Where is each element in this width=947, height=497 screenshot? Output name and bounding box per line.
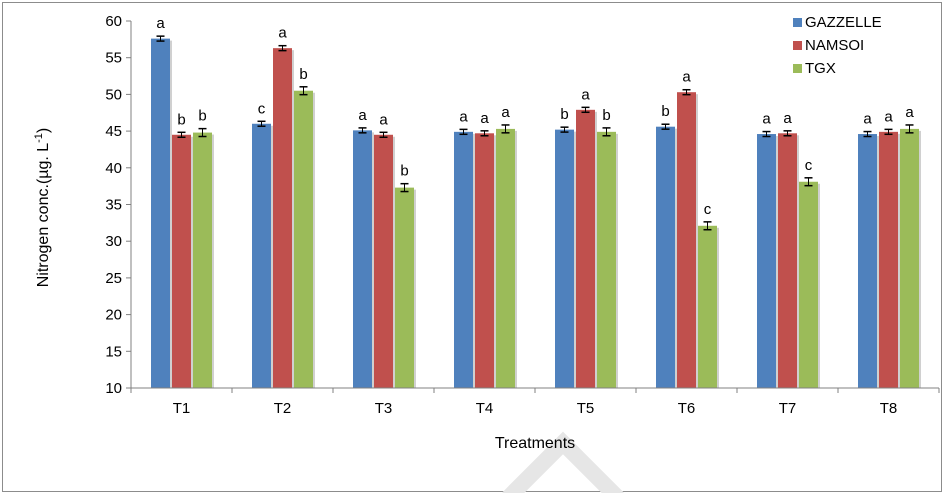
- bar-namsoi-t1: [172, 134, 191, 388]
- significance-letter: b: [602, 107, 610, 124]
- significance-letter: a: [581, 86, 590, 103]
- legend-swatch-tgx: [793, 64, 802, 73]
- bar-tgx-t7: [799, 181, 818, 388]
- bar-tgx-t1: [193, 132, 212, 388]
- y-tick-label: 45: [105, 123, 122, 140]
- significance-letter: a: [480, 110, 489, 127]
- bar-gazzelle-t1: [151, 38, 170, 389]
- bar-gazzelle-t8: [858, 134, 877, 388]
- significance-letter: b: [661, 103, 669, 120]
- significance-letter: a: [379, 111, 388, 128]
- bar-tgx-t4: [496, 128, 515, 388]
- significance-letter: a: [762, 111, 771, 128]
- bar-gazzelle-t5: [555, 129, 574, 388]
- bars-layer: [151, 38, 921, 389]
- bar-namsoi-t8: [879, 131, 898, 389]
- x-axis-title: Treatments: [495, 435, 575, 452]
- y-axis-ticks: 10 15 20 25 30 35 40 45 50 55 60: [105, 13, 131, 397]
- significance-letter: a: [358, 107, 367, 124]
- y-tick-label: 60: [105, 13, 122, 30]
- bar-gazzelle-t6: [656, 126, 675, 389]
- bar-tgx-t8: [900, 128, 919, 388]
- y-axis-title-close: ): [35, 128, 52, 133]
- x-axis-ticks: T1 T2 T3 T4 T5 T6 T7 T8: [130, 388, 940, 417]
- bar-namsoi-t2: [273, 48, 292, 389]
- significance-letter: c: [704, 201, 712, 218]
- x-tick-label: T8: [880, 400, 898, 417]
- x-tick-label: T6: [678, 400, 696, 417]
- legend-swatch-namsoi: [793, 41, 802, 50]
- legend: GAZZELLE NAMSOI TGX: [793, 14, 882, 77]
- significance-letter: b: [560, 106, 568, 123]
- bar-tgx-t6: [698, 225, 717, 388]
- error-bars-layer: [156, 35, 914, 231]
- bar-gazzelle-t7: [757, 134, 776, 388]
- x-tick-label: T7: [779, 400, 797, 417]
- significance-letter: b: [299, 66, 307, 83]
- bar-gazzelle-t4: [454, 131, 473, 389]
- y-tick-label: 35: [105, 197, 122, 214]
- bar-gazzelle-t3: [353, 130, 372, 388]
- significance-letter: a: [682, 69, 691, 86]
- y-tick-label: 15: [105, 343, 122, 360]
- significance-letter: c: [258, 100, 266, 117]
- bar-namsoi-t5: [576, 109, 595, 389]
- significance-letter: b: [400, 163, 408, 180]
- significance-letter: c: [805, 157, 813, 174]
- x-tick-label: T3: [375, 400, 393, 417]
- y-tick-label: 40: [105, 160, 122, 177]
- bar-tgx-t2: [294, 90, 313, 388]
- significance-letter: a: [783, 110, 792, 127]
- significance-letter: a: [863, 111, 872, 128]
- y-tick-label: 10: [105, 380, 122, 397]
- significance-letter: a: [501, 104, 510, 121]
- bar-namsoi-t7: [778, 133, 797, 388]
- bar-tgx-t3: [395, 187, 414, 388]
- significance-letter: a: [459, 108, 468, 125]
- watermark-chevron: [502, 431, 624, 493]
- significance-letter: a: [156, 15, 165, 32]
- legend-swatch-gazzelle: [793, 18, 802, 27]
- bar-tgx-t5: [597, 131, 616, 389]
- y-axis-title: Nitrogen conc.(µg. L-1): [33, 128, 52, 288]
- y-tick-label: 30: [105, 233, 122, 250]
- y-tick-label: 25: [105, 270, 122, 287]
- bar-namsoi-t4: [475, 133, 494, 388]
- y-axis-title-superscript: -1: [33, 133, 45, 143]
- x-tick-label: T4: [476, 400, 494, 417]
- bar-namsoi-t3: [374, 134, 393, 388]
- y-tick-label: 20: [105, 307, 122, 324]
- legend-label-tgx: TGX: [805, 60, 836, 77]
- significance-letter: a: [884, 108, 893, 125]
- y-tick-label: 55: [105, 50, 122, 67]
- significance-letter: a: [278, 25, 287, 42]
- x-tick-label: T5: [577, 400, 595, 417]
- y-axis-title-main: Nitrogen conc.(µg. L: [35, 143, 52, 288]
- y-tick-label: 50: [105, 86, 122, 103]
- significance-letter: b: [177, 111, 185, 128]
- bar-gazzelle-t2: [252, 123, 271, 388]
- bar-namsoi-t6: [677, 92, 696, 388]
- legend-label-gazzelle: GAZZELLE: [805, 14, 882, 31]
- legend-label-namsoi: NAMSOI: [805, 37, 864, 54]
- x-tick-label: T1: [173, 400, 191, 417]
- significance-letter: b: [198, 108, 206, 125]
- x-tick-label: T2: [274, 400, 292, 417]
- significance-letter: a: [905, 104, 914, 121]
